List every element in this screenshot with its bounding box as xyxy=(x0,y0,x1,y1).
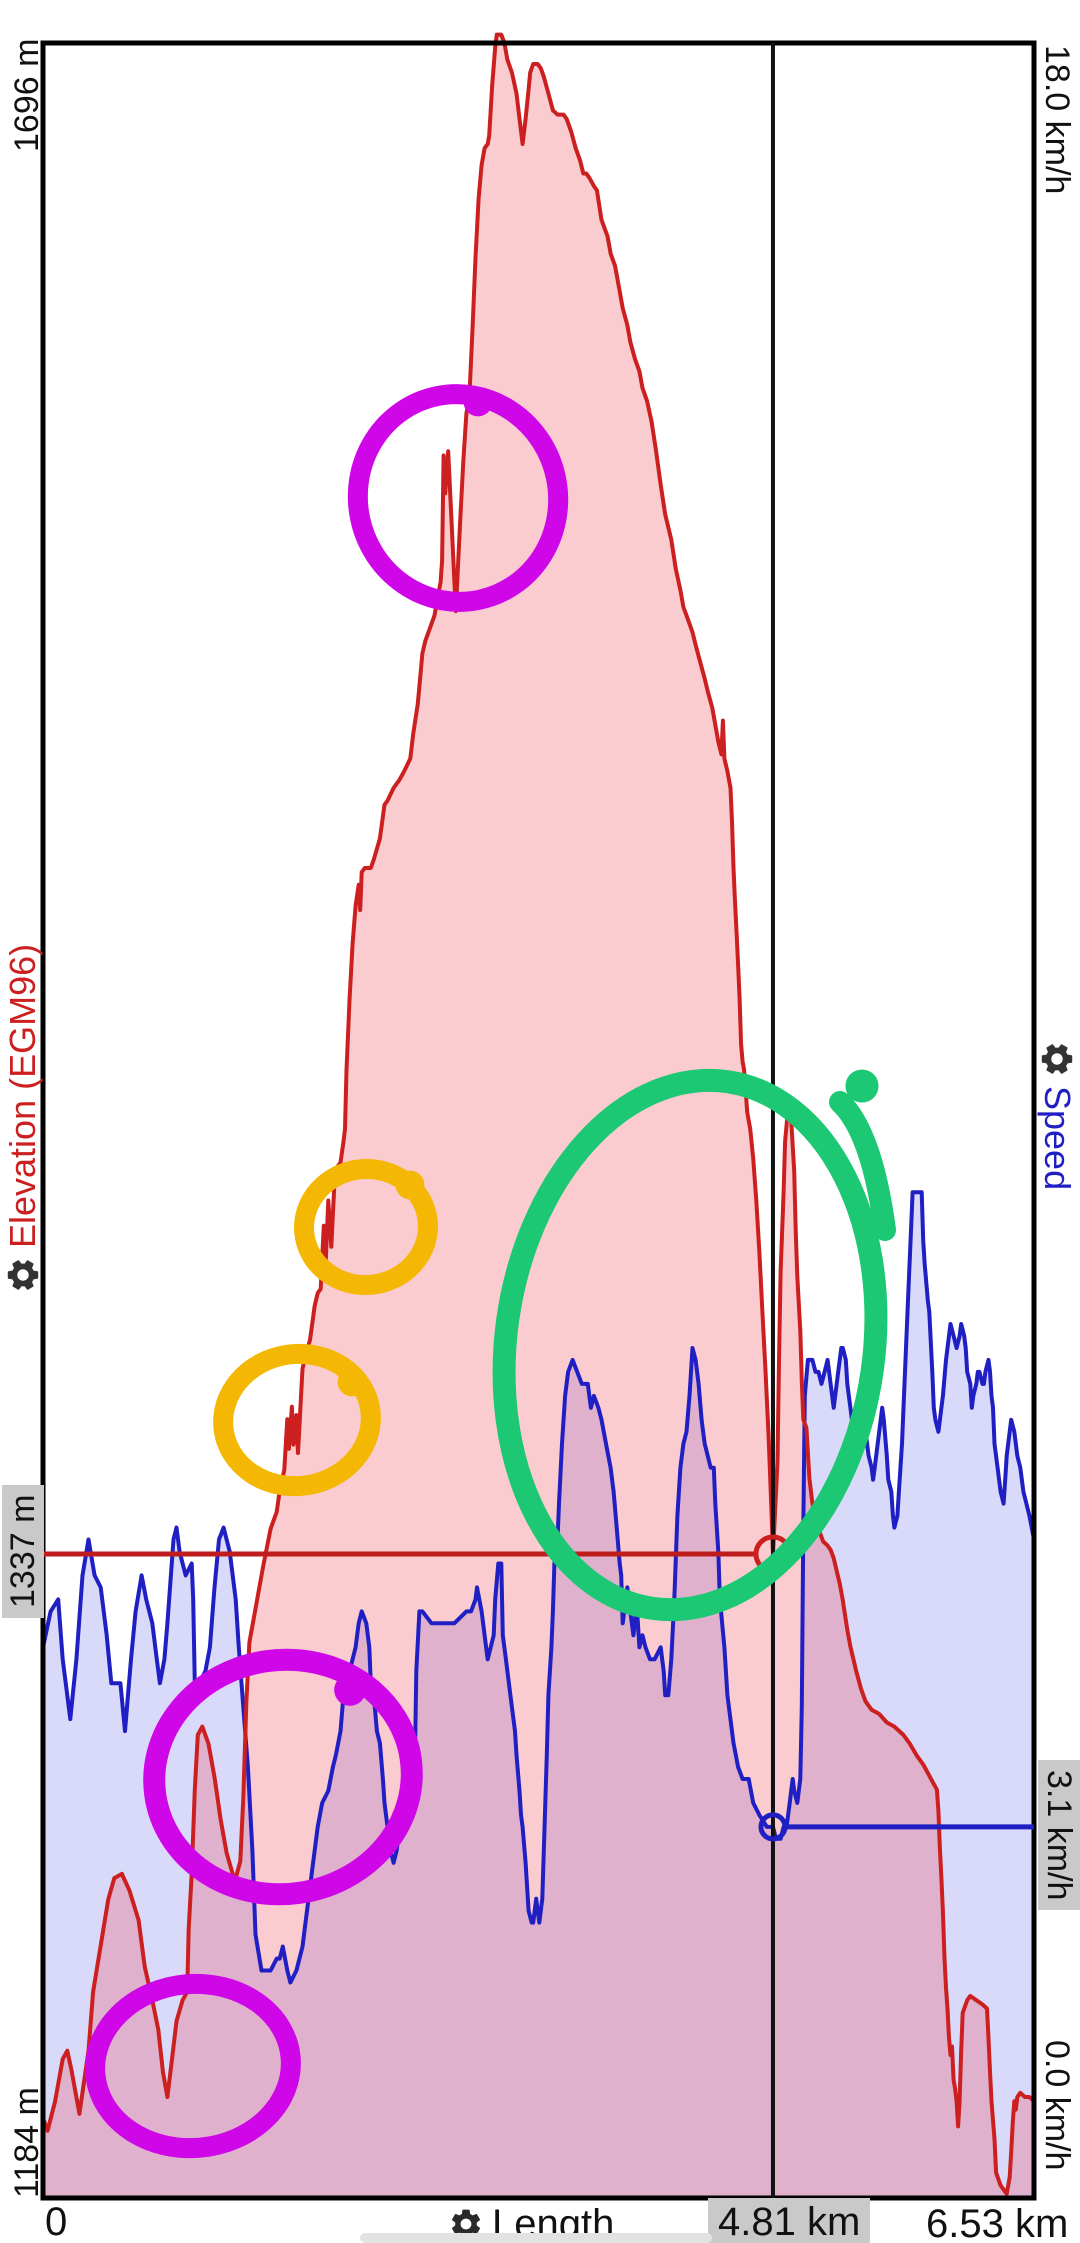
annotation-green-tail-stroke xyxy=(829,1091,896,1241)
left-axis-min-label: 1184 m xyxy=(8,2087,46,2198)
annotation-circle-elevation-jags-upper xyxy=(294,1158,438,1296)
annotation-circle-elevation-dip-start xyxy=(85,1973,301,2159)
annotation-pen-blob xyxy=(463,387,493,417)
right-axis-title: Speed xyxy=(1037,1086,1078,1191)
elevation-line xyxy=(41,32,1036,2196)
left-axis-title-button[interactable]: Elevation (EGM96) xyxy=(2,943,43,1294)
speed-cursor-marker xyxy=(758,1812,788,1842)
left-axis-cursor-chip: 1337 m xyxy=(2,1484,44,1618)
gesture-bar[interactable] xyxy=(360,2233,712,2243)
annotation-circle-elevation-notch-spike xyxy=(492,1068,888,1622)
left-axis-max-label: 1696 m xyxy=(8,38,46,152)
annotation-circle-elevation-spike-upper xyxy=(347,384,569,612)
annotation-circle-speed-dip-mid xyxy=(143,1648,423,1906)
gear-icon[interactable] xyxy=(1038,1040,1076,1078)
annotation-circle-elevation-jags-lower xyxy=(213,1343,381,1497)
speed-area xyxy=(43,1192,1034,2198)
left-axis-title: Elevation (EGM96) xyxy=(2,943,43,1248)
x-axis-start-label: 0 xyxy=(45,2200,68,2243)
chart-frame xyxy=(40,40,1037,2201)
gear-icon[interactable] xyxy=(448,2206,484,2242)
annotation-pen-blob xyxy=(845,1069,879,1103)
right-axis-title-button[interactable]: Speed xyxy=(1037,1040,1078,1191)
x-axis-cursor-chip: 4.81 km xyxy=(708,2198,871,2243)
annotation-pen-blob xyxy=(334,1674,366,1706)
right-axis-min-label: 0.0 km/h xyxy=(1038,2040,1076,2171)
x-axis-end-label: 6.53 km xyxy=(926,2202,1069,2243)
gear-icon[interactable] xyxy=(4,1256,42,1294)
annotation-pen-blob xyxy=(337,1367,367,1397)
right-axis-cursor-chip: 3.1 km/h xyxy=(1038,1760,1080,1911)
right-axis-max-label: 18.0 km/h xyxy=(1038,45,1076,195)
annotation-pen-blob xyxy=(395,1170,425,1200)
